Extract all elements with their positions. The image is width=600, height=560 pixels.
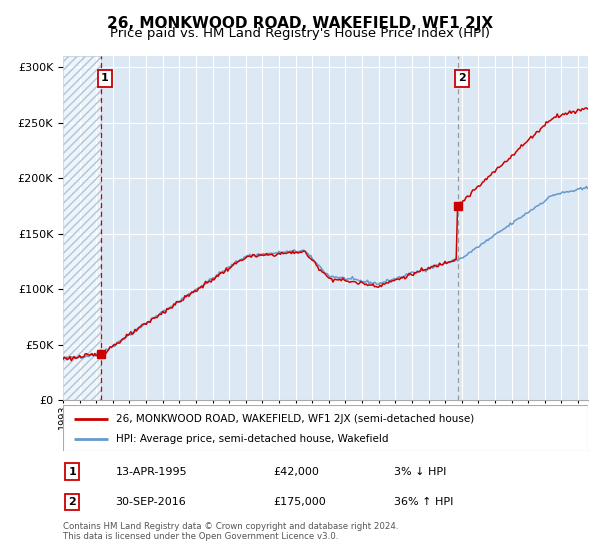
Bar (63, 56, 101, 400)
Text: 3% ↓ HPI: 3% ↓ HPI (394, 466, 446, 477)
Text: 2: 2 (458, 73, 466, 83)
FancyBboxPatch shape (63, 405, 588, 451)
Text: 26, MONKWOOD ROAD, WAKEFIELD, WF1 2JX: 26, MONKWOOD ROAD, WAKEFIELD, WF1 2JX (107, 16, 493, 31)
Text: Contains HM Land Registry data © Crown copyright and database right 2024.
This d: Contains HM Land Registry data © Crown c… (63, 522, 398, 542)
Text: Price paid vs. HM Land Registry's House Price Index (HPI): Price paid vs. HM Land Registry's House … (110, 27, 490, 40)
Text: 26, MONKWOOD ROAD, WAKEFIELD, WF1 2JX (semi-detached house): 26, MONKWOOD ROAD, WAKEFIELD, WF1 2JX (s… (115, 414, 474, 424)
Text: 1: 1 (68, 466, 76, 477)
Text: 1: 1 (101, 73, 109, 83)
Text: 13-APR-1995: 13-APR-1995 (115, 466, 187, 477)
Bar (63, 56, 101, 400)
Text: 36% ↑ HPI: 36% ↑ HPI (394, 497, 453, 507)
Text: 30-SEP-2016: 30-SEP-2016 (115, 497, 186, 507)
Text: HPI: Average price, semi-detached house, Wakefield: HPI: Average price, semi-detached house,… (115, 435, 388, 444)
Text: £175,000: £175,000 (273, 497, 326, 507)
Text: 2: 2 (68, 497, 76, 507)
Text: £42,000: £42,000 (273, 466, 319, 477)
